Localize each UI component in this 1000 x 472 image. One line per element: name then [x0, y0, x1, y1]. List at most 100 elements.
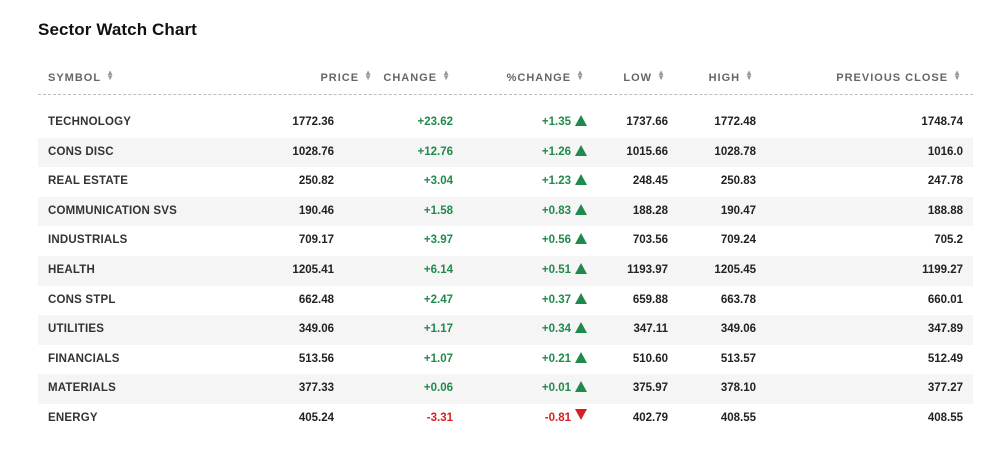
low-cell: 659.88: [632, 293, 668, 306]
header-pct-change-label: %CHANGE: [506, 72, 572, 84]
symbol-cell[interactable]: COMMUNICATION SVS: [48, 204, 178, 217]
low-cell: 375.97: [632, 382, 668, 395]
pct-change-value: -0.81: [544, 411, 571, 424]
previous-close-cell: 1748.74: [921, 116, 963, 128]
header-change-label: CHANGE: [383, 72, 438, 84]
table-row[interactable]: MATERIALS 377.33 +0.06 +0.01 375.97 378.10 377…: [38, 374, 973, 404]
header-previous-close[interactable]: PREVIOUS CLOSE ▲ ▼: [836, 69, 961, 85]
symbol-cell[interactable]: HEALTH: [48, 263, 95, 276]
header-symbol[interactable]: SYMBOL ▲ ▼: [48, 69, 114, 85]
symbol-cell[interactable]: UTILITIES: [48, 323, 105, 336]
page-title: Sector Watch Chart: [38, 20, 197, 39]
sector-table: SYMBOL ▲ ▼ PRICE ▲ ▼ CHANGE ▲ ▼ %CHANGE ▲ ▼ LOW ▲…: [38, 62, 973, 434]
symbol-cell[interactable]: REAL ESTATE: [48, 175, 129, 188]
change-cell: +6.14: [423, 263, 453, 276]
pct-change-value: +0.51: [541, 263, 571, 276]
pct-change-value: +0.83: [541, 204, 571, 217]
symbol-cell[interactable]: CONS DISC: [48, 145, 114, 158]
table-row[interactable]: HEALTH 1205.41 +6.14 +0.51 1193.97 1205.45 119…: [38, 255, 973, 286]
header-change[interactable]: CHANGE ▲ ▼: [383, 68, 450, 85]
up-arrow-icon: [575, 322, 587, 334]
pct-change-cell: +0.51: [542, 256, 587, 286]
table-row[interactable]: UTILITIES 349.06 +1.17 +0.34 347.11 349.06 347…: [38, 315, 973, 345]
previous-close-cell: 1016.0: [927, 145, 963, 158]
up-arrow-icon: [575, 203, 587, 215]
previous-close-cell: 377.27: [927, 382, 963, 395]
symbol-cell[interactable]: FINANCIALS: [48, 352, 120, 365]
price-cell: 709.17: [298, 234, 334, 247]
pct-change-value: +0.01: [541, 382, 571, 395]
high-cell: 250.83: [720, 175, 756, 188]
previous-close-cell: 408.55: [927, 411, 963, 424]
high-cell: 190.47: [720, 204, 756, 217]
symbol-cell[interactable]: MATERIALS: [48, 382, 117, 395]
pct-change-cell: +0.01: [542, 374, 587, 404]
up-arrow-icon: [575, 292, 587, 304]
low-cell: 703.56: [632, 234, 668, 247]
high-cell: 349.06: [720, 323, 756, 336]
price-cell: 250.82: [298, 175, 334, 188]
table-row[interactable]: CONS STPL 662.48 +2.47 +0.37 659.88 663.78 660…: [38, 286, 973, 316]
price-cell: 190.46: [298, 204, 334, 217]
up-arrow-icon: [575, 351, 587, 363]
previous-close-cell: 512.49: [927, 352, 963, 365]
pct-change-value: +1.26: [541, 145, 571, 158]
change-cell: +0.06: [423, 382, 453, 395]
header-low[interactable]: LOW ▲ ▼: [623, 68, 665, 85]
change-cell: +12.76: [417, 145, 454, 158]
table-row[interactable]: ENERGY 405.24 -3.31 -0.81 402.79 408.55 408.55: [38, 404, 973, 434]
sort-icon: ▲ ▼: [657, 68, 665, 82]
pct-change-value: +0.34: [541, 323, 571, 336]
up-arrow-icon: [575, 115, 587, 126]
low-cell: 1193.97: [627, 263, 668, 276]
previous-close-cell: 705.2: [934, 234, 963, 247]
header-price-label: PRICE: [320, 72, 360, 84]
sort-icon: ▲ ▼: [442, 68, 450, 82]
symbol-cell[interactable]: INDUSTRIALS: [48, 234, 128, 247]
table-row[interactable]: CONS DISC 1028.76 +12.76 +1.26 1015.66 1028.7…: [38, 137, 973, 168]
change-cell: +3.97: [423, 234, 453, 247]
header-price[interactable]: PRICE ▲ ▼: [320, 69, 372, 85]
price-cell: 1772.36: [292, 116, 334, 128]
down-arrow-icon: [575, 408, 587, 420]
change-cell: -3.31: [426, 411, 453, 424]
table-row[interactable]: FINANCIALS 513.56 +1.07 +0.21 510.60 513.57 51…: [38, 345, 973, 375]
header-high[interactable]: HIGH ▲ ▼: [708, 69, 753, 85]
low-cell: 402.79: [632, 411, 668, 424]
previous-close-cell: 347.89: [927, 323, 963, 336]
symbol-cell[interactable]: ENERGY: [48, 411, 98, 424]
up-arrow-icon: [575, 174, 587, 186]
table-row[interactable]: INDUSTRIALS 709.17 +3.97 +0.56 703.56 709.24 7…: [38, 226, 973, 256]
table-row[interactable]: COMMUNICATION SVS 190.46 +1.58 +0.83 188.28 1…: [38, 196, 973, 227]
up-arrow-icon: [575, 262, 587, 274]
change-cell: +3.04: [423, 175, 453, 188]
header-pct-change[interactable]: %CHANGE ▲ ▼: [506, 68, 584, 85]
symbol-cell[interactable]: CONS STPL: [48, 293, 116, 306]
sort-icon: ▲ ▼: [576, 68, 584, 82]
previous-close-cell: 1199.27: [922, 263, 963, 276]
table-header: SYMBOL ▲ ▼ PRICE ▲ ▼ CHANGE ▲ ▼ %CHANGE ▲ ▼ LOW ▲…: [38, 62, 973, 95]
price-cell: 1028.76: [292, 145, 334, 158]
pct-change-value: +0.37: [541, 293, 571, 306]
high-cell: 408.55: [720, 411, 756, 424]
price-cell: 662.48: [298, 293, 334, 306]
header-high-label: HIGH: [708, 72, 741, 84]
high-cell: 663.78: [720, 293, 756, 306]
price-cell: 1205.41: [292, 263, 334, 276]
pct-change-cell: +0.37: [542, 286, 587, 316]
table-row[interactable]: TECHNOLOGY 1772.36 +23.62 +1.35 1737.66 1772.…: [38, 108, 973, 138]
high-cell: 1205.45: [714, 263, 756, 276]
high-cell: 378.10: [720, 382, 756, 395]
change-cell: +1.58: [423, 204, 453, 217]
pct-change-value: +0.21: [541, 352, 571, 365]
table-row[interactable]: REAL ESTATE 250.82 +3.04 +1.23 248.45 250.83 2…: [38, 167, 973, 197]
low-cell: 1737.66: [626, 116, 668, 128]
symbol-cell[interactable]: TECHNOLOGY: [48, 116, 132, 128]
pct-change-value: +1.23: [541, 175, 571, 188]
pct-change-cell: +1.26: [542, 138, 587, 168]
header-previous-close-label: PREVIOUS CLOSE: [836, 72, 949, 84]
pct-change-cell: +0.34: [542, 315, 587, 345]
pct-change-cell: +0.21: [542, 345, 587, 375]
pct-change-cell: +1.23: [542, 167, 587, 197]
high-cell: 1028.78: [714, 145, 756, 158]
